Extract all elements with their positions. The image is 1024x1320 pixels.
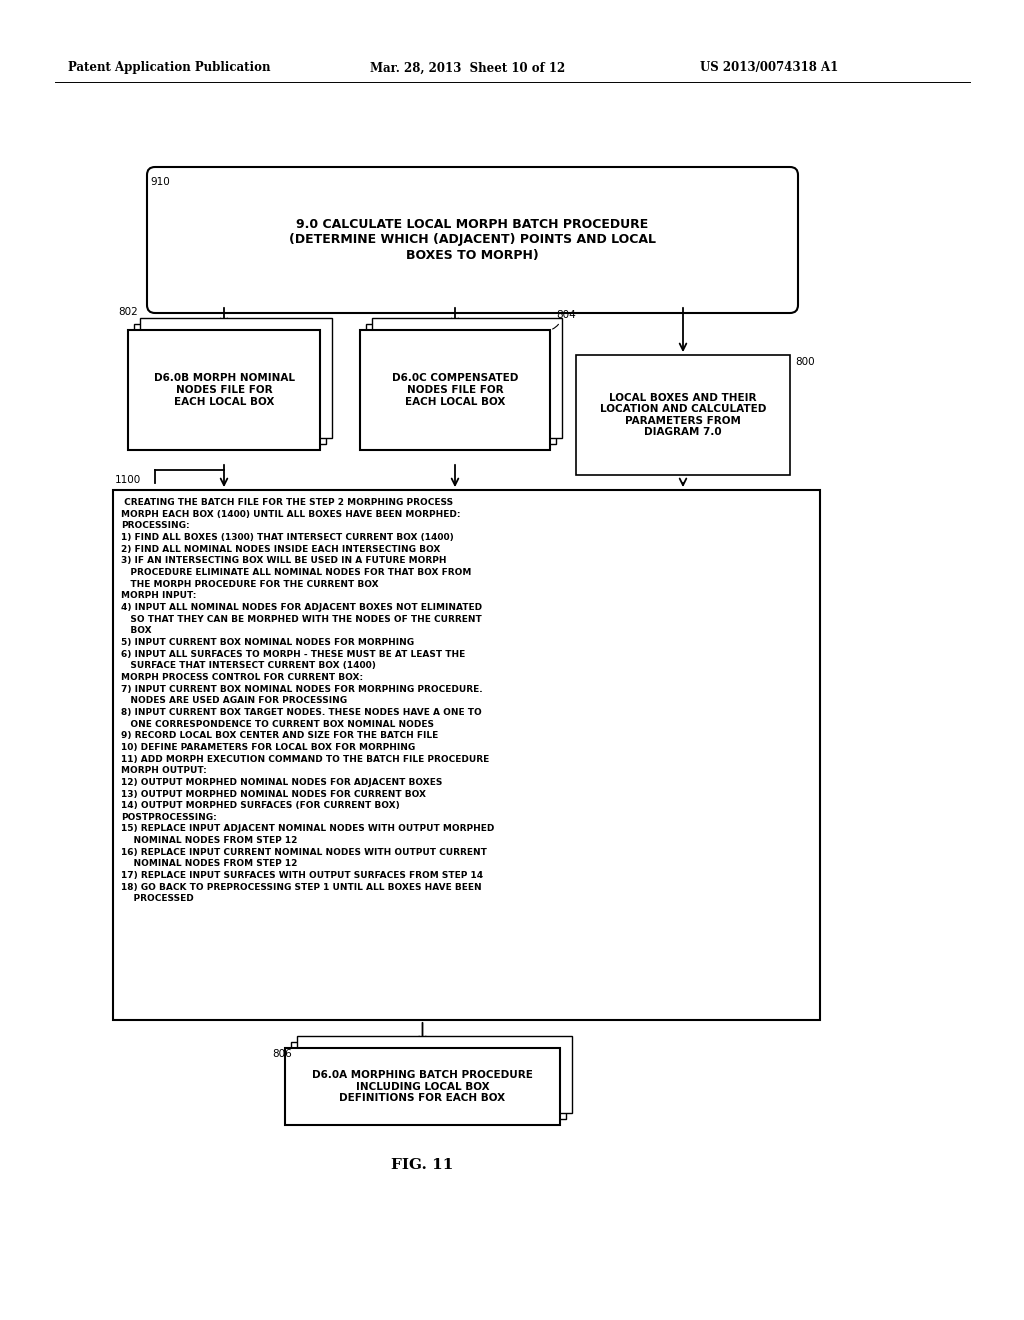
Bar: [291, 1041, 566, 1119]
Bar: [372, 318, 562, 438]
Text: CREATING THE BATCH FILE FOR THE STEP 2 MORPHING PROCESS
MORPH EACH BOX (1400) UN: CREATING THE BATCH FILE FOR THE STEP 2 M…: [121, 498, 495, 903]
Bar: [285, 1048, 560, 1125]
Text: US 2013/0074318 A1: US 2013/0074318 A1: [700, 62, 839, 74]
Text: LOCAL BOXES AND THEIR
LOCATION AND CALCULATED
PARAMETERS FROM
DIAGRAM 7.0: LOCAL BOXES AND THEIR LOCATION AND CALCU…: [600, 392, 766, 437]
Bar: [128, 330, 319, 450]
Bar: [366, 323, 556, 444]
Text: Mar. 28, 2013  Sheet 10 of 12: Mar. 28, 2013 Sheet 10 of 12: [370, 62, 565, 74]
Text: 804: 804: [556, 310, 575, 319]
Text: D6.0A MORPHING BATCH PROCEDURE
INCLUDING LOCAL BOX
DEFINITIONS FOR EACH BOX: D6.0A MORPHING BATCH PROCEDURE INCLUDING…: [312, 1071, 532, 1104]
Bar: [140, 318, 332, 438]
Bar: [575, 355, 790, 475]
Text: 910: 910: [150, 177, 170, 187]
Text: 806: 806: [272, 1049, 292, 1059]
Bar: [360, 330, 550, 450]
Bar: [113, 490, 820, 1020]
Text: 802: 802: [118, 308, 138, 317]
Text: Patent Application Publication: Patent Application Publication: [68, 62, 270, 74]
FancyBboxPatch shape: [147, 168, 798, 313]
Text: 800: 800: [795, 356, 815, 367]
Bar: [297, 1036, 572, 1113]
Text: 9.0 CALCULATE LOCAL MORPH BATCH PROCEDURE
(DETERMINE WHICH (ADJACENT) POINTS AND: 9.0 CALCULATE LOCAL MORPH BATCH PROCEDUR…: [289, 219, 656, 261]
Text: FIG. 11: FIG. 11: [391, 1158, 454, 1172]
Bar: [134, 323, 326, 444]
Text: D6.0C COMPENSATED
NODES FILE FOR
EACH LOCAL BOX: D6.0C COMPENSATED NODES FILE FOR EACH LO…: [392, 374, 518, 407]
Text: 1100: 1100: [115, 475, 141, 484]
Text: D6.0B MORPH NOMINAL
NODES FILE FOR
EACH LOCAL BOX: D6.0B MORPH NOMINAL NODES FILE FOR EACH …: [154, 374, 295, 407]
